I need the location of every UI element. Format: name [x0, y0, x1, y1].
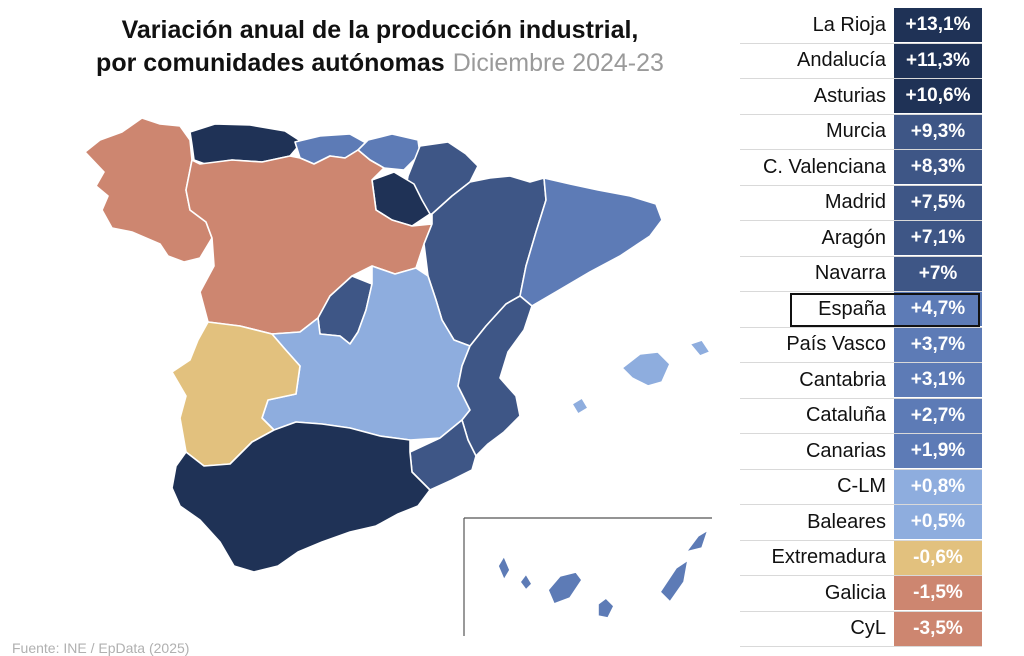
region-value: +2,7%: [894, 398, 982, 433]
region-value: -3,5%: [894, 611, 982, 646]
ranking-row: Aragón +7,1%: [740, 221, 982, 257]
region-name: Cantabria: [799, 368, 886, 391]
region-name: Cataluña: [805, 404, 886, 427]
region-name: C-LM: [837, 475, 886, 498]
region-name: Asturias: [813, 84, 886, 107]
ranking-row: Asturias +10,6%: [740, 79, 982, 115]
region-name: Murcia: [825, 120, 886, 143]
ranking-row: Cataluña +2,7%: [740, 398, 982, 434]
ranking-row: Cantabria +3,1%: [740, 363, 982, 399]
ranking-row: La Rioja +13,1%: [740, 8, 982, 44]
region-name: Navarra: [814, 262, 886, 285]
region-name: España: [818, 297, 886, 320]
spain-map: [84, 117, 712, 636]
region-value: +4,7%: [894, 292, 982, 327]
region-value: +7%: [894, 256, 982, 291]
region-value: +1,9%: [894, 434, 982, 469]
region-value: +3,1%: [894, 363, 982, 398]
region-value: -1,5%: [894, 576, 982, 611]
region-name: Madrid: [824, 191, 886, 214]
ranking-row: Extremadura -0,6%: [740, 540, 982, 576]
title-line-1: Variación anual de la producción industr…: [121, 16, 639, 44]
ranking-table: La Rioja +13,1% Andalucía +11,3% Asturias +10…: [740, 8, 982, 647]
region-value: +7,5%: [894, 185, 982, 220]
ranking-row: Navarra +7%: [740, 256, 982, 292]
title-line-2: por comunidades autónomas: [96, 49, 445, 77]
ranking-row: Madrid +7,5%: [740, 185, 982, 221]
ranking-row: Galicia -1,5%: [740, 576, 982, 612]
region-value: +0,8%: [894, 469, 982, 504]
region-name: C. Valenciana: [762, 155, 886, 178]
region-name: Extremadura: [771, 546, 887, 569]
ranking-row: C-LM +0,8%: [740, 469, 982, 505]
region-value: +9,3%: [894, 114, 982, 149]
ranking-row: CyL -3,5%: [740, 611, 982, 647]
region-value: +10,6%: [894, 79, 982, 114]
region-name: País Vasco: [786, 333, 886, 356]
region-baleares: [571, 339, 711, 415]
region-andalucia: [171, 421, 431, 573]
region-value: +11,3%: [894, 43, 982, 78]
region-value: +0,5%: [894, 505, 982, 540]
region-value: +3,7%: [894, 327, 982, 362]
region-value: +13,1%: [894, 8, 982, 43]
region-value: +8,3%: [894, 150, 982, 185]
ranking-row: Canarias +1,9%: [740, 434, 982, 470]
ranking-row: España +4,7%: [740, 292, 982, 328]
region-value: +7,1%: [894, 221, 982, 256]
region-name: Baleares: [807, 510, 886, 533]
region-name: Andalucía: [797, 49, 886, 72]
source-note: Fuente: INE / EpData (2025): [12, 640, 190, 656]
subtitle-date: Diciembre 2024-23: [452, 49, 664, 77]
region-name: CyL: [850, 617, 886, 640]
region-cataluna: [519, 177, 663, 307]
region-value: -0,6%: [894, 540, 982, 575]
canarias-inset-frame: [463, 517, 712, 636]
region-name: Aragón: [821, 226, 887, 249]
chart-title: Variación anual de la producción industr…: [40, 14, 720, 80]
ranking-row: País Vasco +3,7%: [740, 327, 982, 363]
ranking-row: C. Valenciana +8,3%: [740, 150, 982, 186]
region-name: Canarias: [805, 439, 886, 462]
region-name: La Rioja: [812, 13, 886, 36]
region-name: Galicia: [824, 581, 886, 604]
ranking-row: Andalucía +11,3%: [740, 43, 982, 79]
region-canarias: [497, 529, 709, 619]
ranking-row: Baleares +0,5%: [740, 505, 982, 541]
region-c-valenciana: [457, 295, 533, 457]
ranking-row: Murcia +9,3%: [740, 114, 982, 150]
